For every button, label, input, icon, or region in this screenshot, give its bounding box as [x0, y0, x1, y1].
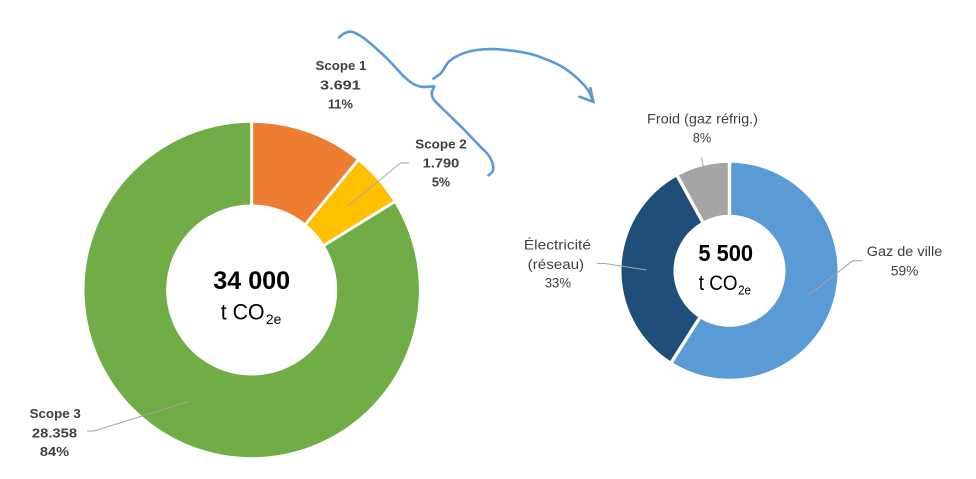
- svg-text:3.691: 3.691: [320, 78, 361, 93]
- svg-text:2e: 2e: [266, 311, 282, 327]
- svg-text:Scope 3: Scope 3: [30, 406, 81, 421]
- svg-text:2e: 2e: [738, 283, 751, 298]
- svg-text:8%: 8%: [693, 129, 712, 145]
- svg-text:Scope 1: Scope 1: [316, 58, 367, 73]
- svg-text:5 500: 5 500: [698, 240, 753, 266]
- svg-text:1.790: 1.790: [423, 155, 460, 170]
- svg-text:Électricité: Électricité: [524, 236, 591, 252]
- svg-text:Gaz de ville: Gaz de ville: [867, 243, 943, 259]
- svg-text:Froid (gaz réfrig.): Froid (gaz réfrig.): [647, 111, 758, 127]
- svg-text:59%: 59%: [891, 262, 919, 278]
- svg-text:t CO: t CO: [699, 272, 738, 295]
- svg-text:84%: 84%: [40, 444, 70, 459]
- svg-text:34 000: 34 000: [213, 267, 290, 295]
- svg-text:11%: 11%: [328, 97, 354, 112]
- svg-text:5%: 5%: [432, 174, 451, 189]
- svg-text:28.358: 28.358: [32, 425, 77, 440]
- svg-text:t CO: t CO: [221, 299, 265, 324]
- svg-text:(réseau): (réseau): [528, 256, 584, 272]
- svg-text:Scope 2: Scope 2: [415, 136, 467, 151]
- svg-text:33%: 33%: [545, 275, 571, 291]
